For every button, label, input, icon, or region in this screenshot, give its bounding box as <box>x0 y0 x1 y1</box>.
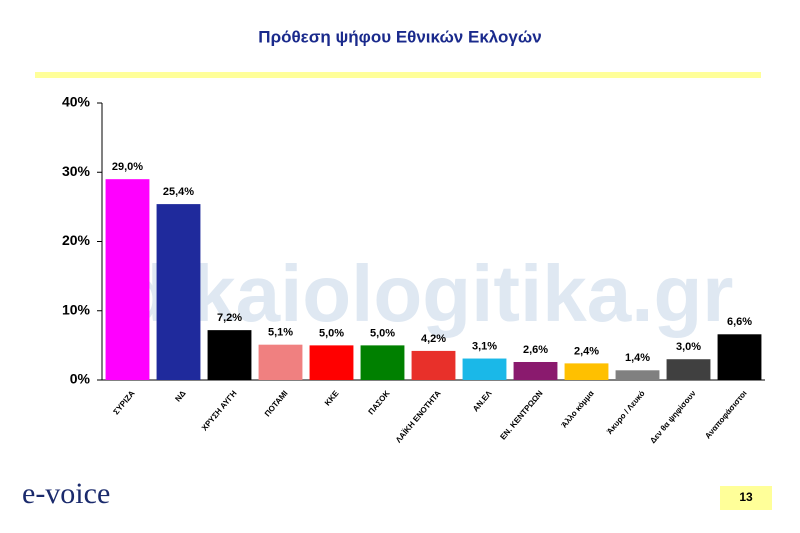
bar <box>462 358 507 380</box>
bar <box>105 179 150 380</box>
logo: e-voice <box>22 477 110 510</box>
bar <box>411 350 456 380</box>
bar <box>615 370 660 380</box>
value-label: 2,6% <box>523 344 548 356</box>
y-tick-label: 20% <box>62 232 91 248</box>
bar <box>360 345 405 380</box>
x-tick-label: Αναποφάσιστοι <box>703 389 748 441</box>
value-label: 6,6% <box>727 316 752 328</box>
value-label: 2,4% <box>574 345 599 357</box>
x-tick-label: ΧΡΥΣΗ ΑΥΓΗ <box>200 389 239 433</box>
x-tick-label: Δεν θα ψηφίσουν <box>648 388 698 445</box>
value-label: 3,1% <box>472 340 497 352</box>
value-label: 7,2% <box>217 312 242 324</box>
bar <box>513 361 558 380</box>
bar <box>258 344 303 380</box>
x-tick-label: ΑΝ.ΕΛ <box>471 388 494 413</box>
page-number: 13 <box>739 490 753 504</box>
bar <box>666 359 711 380</box>
bar <box>309 345 354 380</box>
y-tick-label: 0% <box>70 371 91 387</box>
y-tick-label: 10% <box>62 301 91 317</box>
x-tick-label: ΛΑΪΚΗ ΕΝΟΤΗΤΑ <box>394 389 443 445</box>
y-tick-label: 30% <box>62 163 91 179</box>
x-tick-label: Άκυρο / Λευκό <box>605 389 647 436</box>
watermark: dikaiologitika.gr <box>120 249 733 338</box>
y-tick-label: 40% <box>62 94 91 110</box>
value-label: 5,0% <box>370 327 395 339</box>
title-rule <box>35 72 761 78</box>
value-label: 5,0% <box>319 327 344 339</box>
page-number-box <box>720 486 772 510</box>
x-tick-label: ΣΥΡΙΖΑ <box>112 389 137 417</box>
x-tick-label: Άλλο κόμμα <box>560 389 596 430</box>
value-label: 29,0% <box>112 161 143 173</box>
x-tick-label: ΠΑΣΟΚ <box>367 389 392 417</box>
chart-title: Πρόθεση ψήφου Εθνικών Εκλογών <box>258 27 541 46</box>
x-tick-label: ΠΟΤΑΜΙ <box>263 389 290 419</box>
bar <box>564 363 609 380</box>
bar <box>207 330 252 380</box>
x-tick-label: ΝΔ <box>173 389 187 404</box>
value-label: 25,4% <box>163 186 194 198</box>
value-label: 3,0% <box>676 341 701 353</box>
x-tick-label: ΚΚΕ <box>323 388 341 407</box>
value-label: 4,2% <box>421 333 446 345</box>
value-label: 5,1% <box>268 327 293 339</box>
value-label: 1,4% <box>625 352 650 364</box>
bar <box>717 334 762 380</box>
bar <box>156 204 201 380</box>
x-tick-label: ΕΝ. ΚΕΝΤΡΩΩΝ <box>498 389 544 442</box>
